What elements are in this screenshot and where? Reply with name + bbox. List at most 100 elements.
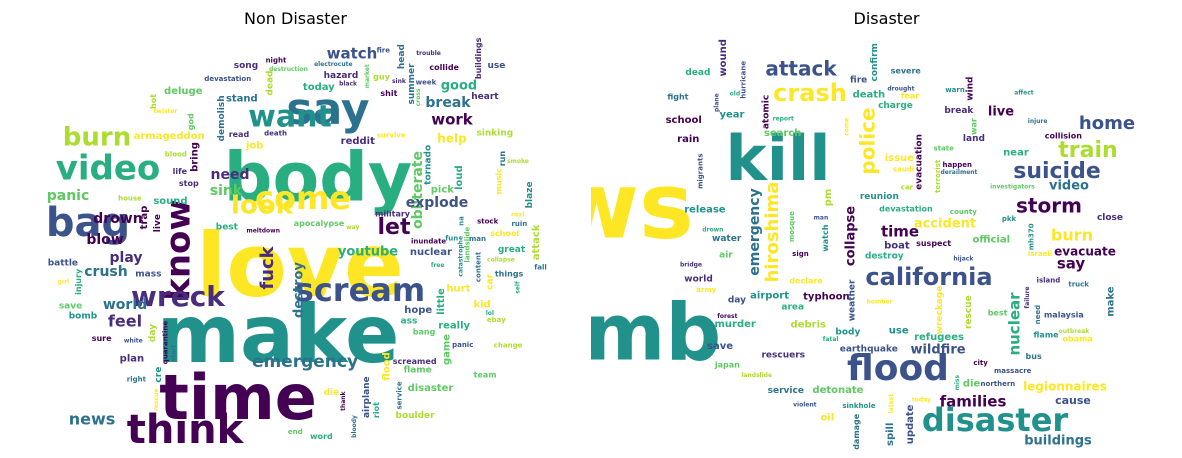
cloud-word: dead [685,68,710,78]
cloud-word: news [69,410,116,429]
cloud-word: smoke [507,158,529,165]
cloud-word: day [728,296,746,306]
cloud-word: boat [884,241,910,252]
cloud-word: confirm [870,43,880,81]
cloud-word: little [436,288,447,315]
panel-title-disaster: Disaster [853,9,920,28]
cloud-word: mosque [788,211,796,242]
cloud-word: car [485,273,495,289]
cloud-word: crush [84,264,127,280]
cloud-word: need [211,167,250,183]
cloud-word: word [310,432,333,441]
cloud-word: disaster [922,401,1069,439]
cloud-word: affect [1014,90,1034,97]
cloud-word: wreckage [935,286,945,335]
cloud-word: emergency [747,188,763,275]
cloud-word: love [196,214,404,317]
cloud-word: update [905,404,916,444]
cloud-word: meltdown [246,227,279,234]
cloud-word: today [912,396,931,403]
cloud-word: county [950,208,977,216]
cloud-word: fear [901,92,919,101]
cloud-word: apocalypse [294,219,345,228]
cloud-word: blaze [525,181,535,208]
cloud-word: flood [382,352,393,380]
cloud-word: today [303,82,335,93]
cloud-word: airplane [362,376,372,418]
cloud-word: night [266,56,287,64]
cloud-word: obliterate [410,151,426,229]
cloud-word: best [216,222,239,232]
cloud-word: flame [404,365,432,375]
cloud-word: live [153,214,163,232]
cloud-word: battle [48,259,78,269]
cloud-word: earthquake [840,344,898,354]
cloud-word: rescuers [761,351,805,361]
cloud-word: attack [765,57,837,81]
cloud-word: look [231,191,294,221]
cloud-word: plane [713,93,720,112]
cloud-word: fall [534,263,547,271]
cloud-word: terrorist [934,159,942,193]
cloud-word: save [59,301,82,311]
cloud-word: close [1097,213,1123,223]
cloud-word: water [712,234,742,244]
cloud-word: die [324,388,340,398]
cloud-word: boulder [396,411,436,421]
cloud-word: suspect [916,239,951,248]
cloud-word: watch [327,45,378,63]
cloud-word: job [245,141,263,152]
cloud-word: cre [154,367,164,383]
cloud-word: lol [486,310,494,317]
cloud-word: search [764,128,801,139]
cloud-word: deluge [164,86,203,97]
cloud-word: murder [715,319,756,330]
cloud-word: bring [190,142,201,172]
cloud-word: fight [667,92,688,101]
cloud-word: song [234,61,258,71]
panel-non-disaster: Non Disaster love make body time say bag video… [46,9,547,453]
cloud-word: bus [1026,352,1042,361]
cloud-word: destruction [269,66,308,73]
cloud-word: army [696,286,716,294]
cloud-word: failure [1024,286,1031,308]
cloud-word: japan [714,361,740,370]
cloud-word: wound [718,39,729,77]
cloud-word: great [498,245,526,255]
cloud-word: refugees [914,332,964,343]
cloud-word: damage [852,413,861,450]
cloud-word: save [707,341,733,352]
cloud-word: guy [373,73,390,82]
cloud-word: rain [677,134,699,145]
cloud-word: rescue [964,295,974,329]
cloud-word: stop [179,179,199,188]
cloud-word: start [171,345,178,361]
cloud-word: northern [981,380,1016,388]
cloud-word: good [441,79,477,94]
cloud-word: declare [789,277,823,286]
cloud-word: explode [406,195,468,211]
cloud-word: inundate [411,237,446,245]
cloud-word: white [124,337,143,344]
cloud-word: saudi [893,166,914,174]
cloud-word: help [437,132,467,146]
cloud-word: flood [847,348,949,389]
cloud-word: hijack [953,256,974,263]
cloud-word: buildings [474,37,483,79]
cloud-word: know [159,199,199,301]
cloud-word: say [1057,255,1086,273]
cloud-word: quarantine [162,321,170,365]
cloud-word: trouble [416,50,441,57]
cloud-word: drought [887,86,914,93]
cloud-word: school [666,115,702,126]
cloud-word: really [438,320,470,331]
cloud-word: pkk [1002,215,1017,223]
cloud-word: landslide [464,226,472,262]
cloud-word: ass [401,317,418,327]
cloud-word: use [889,326,909,337]
cloud-word: rescue [153,389,160,412]
cloud-word: demolish [217,95,227,141]
cloud-word: massacre [994,367,1032,375]
cloud-word: warn [945,86,965,94]
